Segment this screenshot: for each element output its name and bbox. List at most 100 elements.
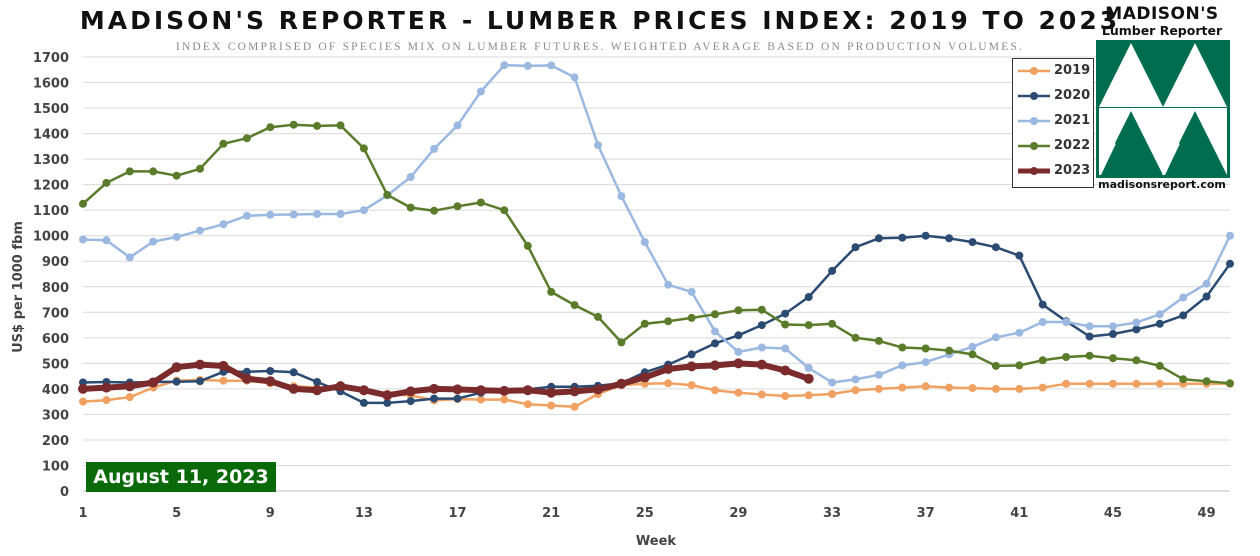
data-point-2022	[1179, 375, 1188, 384]
data-point-2021	[476, 87, 485, 96]
data-point-2020	[453, 394, 462, 403]
legend-label: 2022	[1054, 138, 1091, 153]
logo-subtitle: Lumber Reporter	[1101, 23, 1223, 38]
data-point-2021	[79, 235, 87, 244]
y-tick-label: 400	[42, 383, 69, 398]
y-axis-label: US$ per 1000 fbm	[11, 221, 26, 353]
data-point-2021	[898, 361, 907, 370]
data-point-2020	[1226, 259, 1234, 268]
data-point-2023	[101, 382, 112, 393]
data-point-2019	[851, 386, 860, 395]
y-tick-label: 500	[42, 357, 69, 372]
x-axis-label: Week	[636, 534, 677, 549]
data-point-2019	[547, 401, 556, 410]
legend-item-2021: 2021	[1013, 109, 1093, 134]
data-point-2019	[898, 383, 907, 392]
data-point-2021	[664, 280, 673, 289]
legend-swatch	[1018, 67, 1050, 75]
data-point-2022	[1015, 361, 1024, 370]
logo-title: MADISON'S	[1105, 4, 1219, 24]
data-point-2023	[499, 385, 510, 396]
data-point-2020	[313, 378, 322, 386]
data-point-2021	[734, 347, 743, 356]
data-point-2020	[828, 266, 837, 275]
data-point-2019	[476, 395, 485, 404]
data-point-2020	[242, 367, 251, 376]
data-point-2020	[1155, 319, 1164, 328]
data-point-2021	[547, 61, 556, 70]
data-point-2022	[1085, 351, 1094, 360]
data-point-2023	[780, 365, 791, 376]
data-point-2021	[804, 363, 813, 372]
data-point-2022	[313, 121, 322, 130]
data-point-2020	[359, 398, 368, 407]
data-point-2021	[149, 237, 158, 246]
data-point-2023	[382, 390, 393, 401]
x-tick-label: 1	[78, 506, 87, 521]
data-point-2023	[405, 386, 416, 397]
data-point-2021	[828, 378, 837, 387]
data-point-2019	[734, 388, 743, 397]
data-point-2022	[734, 306, 743, 315]
data-point-2020	[172, 377, 181, 386]
data-point-2021	[313, 210, 322, 218]
legend: 2019 2020 2021 2022 2023	[1012, 58, 1094, 188]
data-point-2022	[711, 310, 719, 319]
data-point-2021	[336, 210, 345, 218]
data-point-2021	[1202, 279, 1211, 288]
data-point-2023	[593, 384, 603, 395]
data-point-2020	[874, 234, 883, 243]
data-point-2023	[335, 381, 346, 392]
data-point-2019	[1109, 379, 1117, 388]
chart-subtitle: INDEX COMPRISED OF SPECIES MIX ON LUMBER…	[175, 41, 1025, 53]
data-point-2019	[1015, 384, 1024, 393]
data-point-2020	[1038, 300, 1047, 309]
data-point-2022	[898, 343, 907, 352]
data-point-2021	[196, 226, 204, 235]
data-point-2021	[1085, 322, 1094, 331]
data-point-2021	[1038, 318, 1047, 326]
data-point-2023	[241, 373, 252, 384]
data-point-2022	[945, 346, 954, 355]
data-point-2023	[218, 360, 229, 371]
data-point-2021	[594, 141, 602, 150]
data-point-2021	[102, 236, 111, 245]
data-point-2021	[757, 343, 766, 352]
legend-swatch	[1018, 92, 1050, 100]
legend-label: 2019	[1054, 63, 1091, 78]
data-point-2019	[125, 393, 134, 402]
data-point-2021	[617, 192, 626, 201]
series-line-2019	[81, 378, 1232, 409]
data-point-2021	[874, 370, 883, 379]
data-point-2022	[476, 198, 485, 207]
data-point-2023	[195, 359, 205, 370]
legend-swatch	[1018, 142, 1050, 150]
data-point-2021	[406, 173, 415, 181]
data-point-2022	[1226, 379, 1234, 388]
y-tick-label: 900	[42, 255, 69, 270]
data-point-2022	[149, 167, 158, 176]
series-group	[78, 61, 1234, 411]
chart-title: MADISON'S REPORTER - LUMBER PRICES INDEX…	[79, 6, 1121, 35]
data-point-2021	[172, 233, 181, 241]
data-point-2023	[663, 364, 674, 374]
data-point-2021	[523, 61, 532, 70]
series-2023	[78, 358, 814, 401]
data-point-2020	[196, 377, 204, 386]
data-point-2022	[921, 344, 930, 353]
data-point-2021	[430, 144, 439, 153]
data-point-2022	[1038, 356, 1047, 365]
data-point-2021	[570, 73, 579, 82]
data-point-2022	[991, 361, 1000, 370]
data-point-2020	[1179, 311, 1188, 320]
series-2021	[79, 61, 1234, 387]
data-point-2020	[266, 367, 275, 375]
legend-label: 2021	[1054, 113, 1091, 128]
data-point-2021	[640, 238, 649, 247]
data-point-2022	[804, 321, 813, 330]
data-point-2022	[289, 120, 298, 129]
data-point-2023	[710, 360, 720, 371]
y-tick-label: 1700	[33, 51, 69, 66]
y-tick-label: 0	[60, 485, 69, 500]
data-point-2019	[945, 383, 954, 392]
